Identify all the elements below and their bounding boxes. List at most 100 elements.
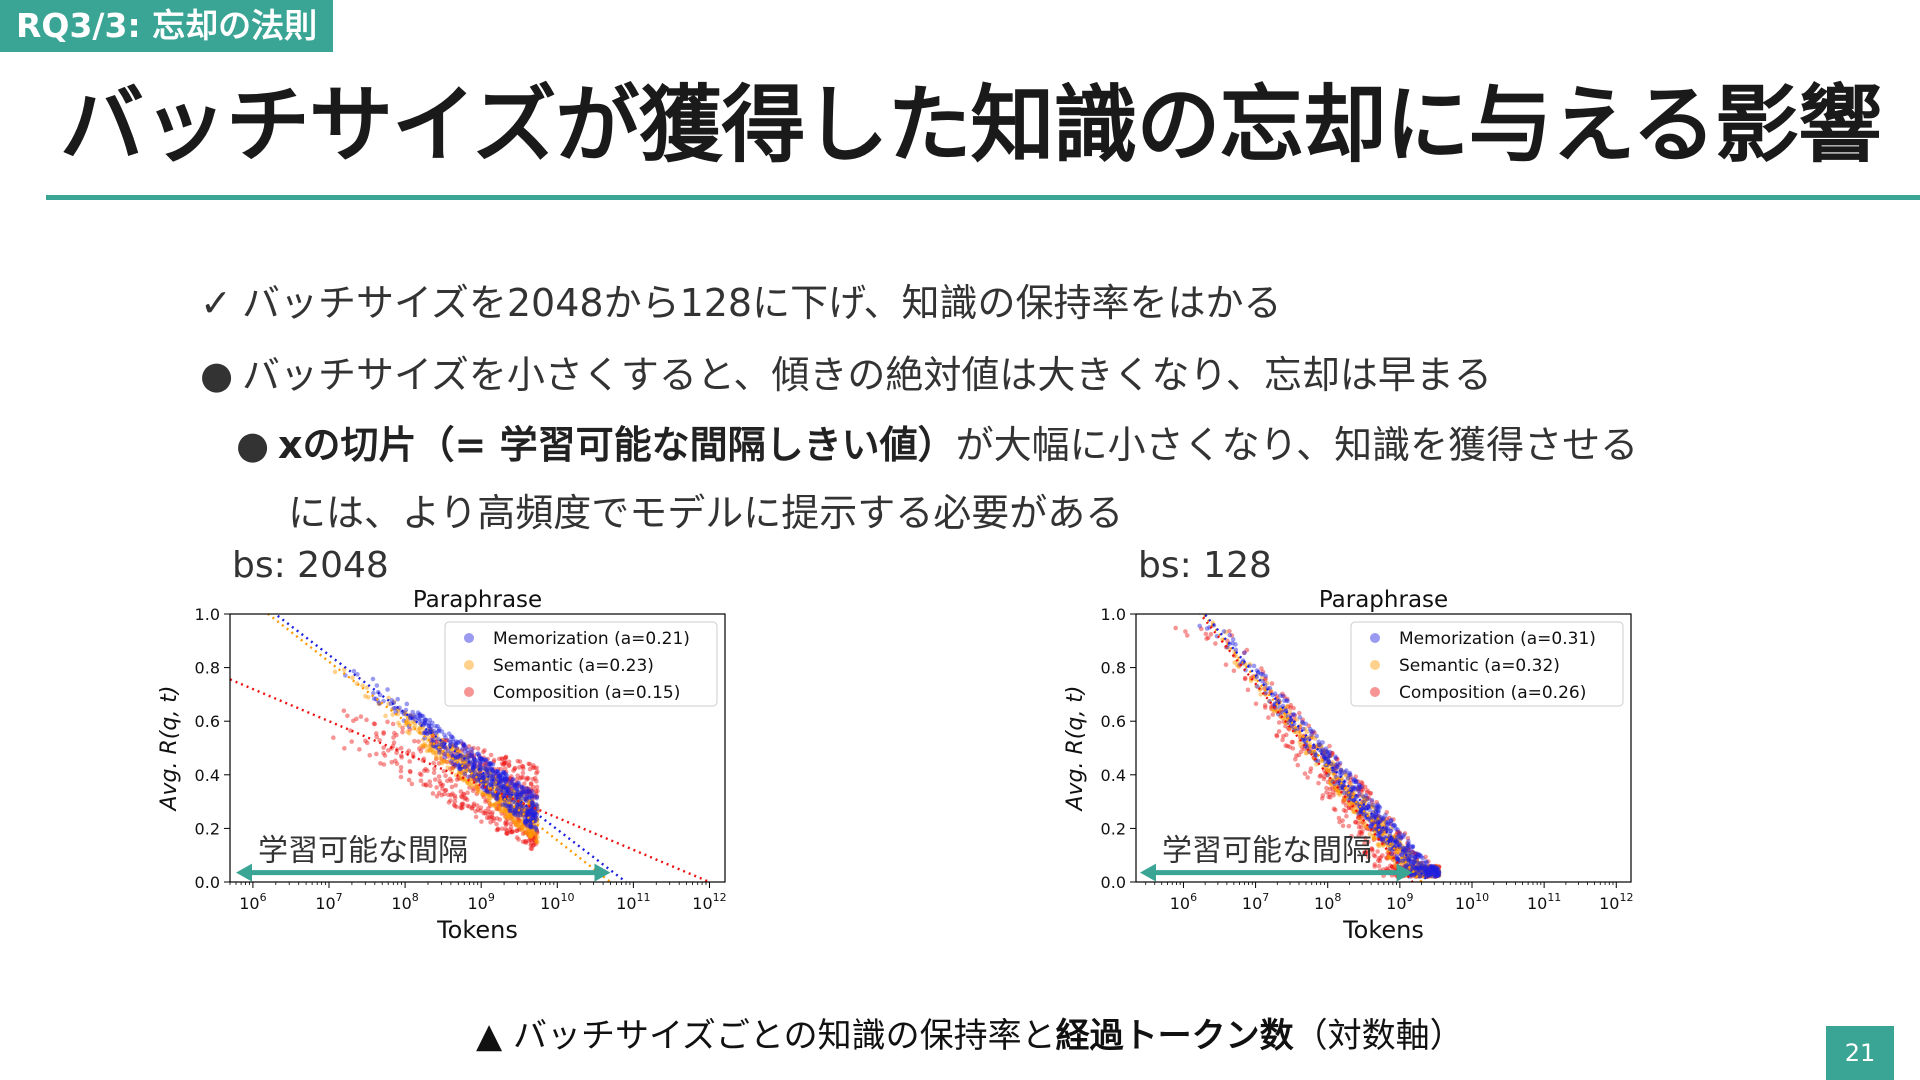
semantic-point [439,758,445,763]
composition-point [514,828,520,834]
memorization-point [1352,797,1357,803]
memorization-point [504,773,510,779]
semantic-point [488,792,493,798]
composition-point [1418,865,1424,870]
composition-point [1426,865,1432,871]
semantic-point [390,712,396,717]
memorization-point [462,749,468,755]
composition-point [496,772,501,777]
semantic-point [1376,842,1382,847]
x-tick-label: 1010 [540,891,574,913]
memorization-point [1374,809,1379,815]
composition-point [494,779,500,784]
composition-point [1364,795,1369,801]
memorization-point [504,777,509,782]
composition-point [1341,798,1346,803]
composition-point [484,797,490,803]
memorization-point [1397,831,1402,836]
semantic-point [490,774,495,780]
semantic-point [1377,830,1383,835]
composition-point [1308,766,1314,771]
composition-point [1420,866,1425,872]
composition-point [491,818,496,824]
memorization-point [1420,855,1426,861]
composition-point [1389,864,1395,869]
semantic-point [522,807,528,813]
semantic-point [522,826,528,832]
semantic-point [462,771,467,776]
memorization-point [1297,715,1303,720]
semantic-point [532,828,538,834]
semantic-point [469,768,474,774]
semantic-point [520,824,525,830]
composition-point [529,831,534,836]
composition-point [475,807,481,812]
composition-point [445,759,450,765]
semantic-point [1369,803,1375,809]
semantic-point [1340,785,1346,791]
bullet-continuation-3: には、より高頻度でモデルに提示する必要がある [288,491,1124,535]
memorization-point [1369,797,1375,803]
memorization-point [1375,807,1380,812]
semantic-point [438,752,444,758]
semantic-point [1362,824,1367,829]
memorization-point [530,793,535,799]
memorization-point [521,789,527,795]
semantic-point [1423,872,1429,877]
composition-point [1371,827,1377,832]
semantic-point [474,778,480,783]
composition-point [454,777,460,782]
memorization-point [508,789,514,795]
composition-point [1409,874,1414,879]
semantic-point [1436,873,1442,878]
memorization-point [447,743,453,748]
composition-point [470,788,476,793]
composition-point [1356,833,1362,839]
memorization-point [516,781,522,786]
memorization-point [1412,851,1418,856]
semantic-point [440,743,445,748]
composition-point [418,748,424,754]
memorization-point [1377,832,1383,838]
composition-point [444,737,450,743]
composition-point [1433,866,1439,872]
semantic-point [1434,863,1440,869]
semantic-point [1421,868,1427,874]
memorization-point [1204,626,1210,631]
composition-point [503,755,508,760]
memorization-point [407,713,413,718]
composition-point [515,817,521,823]
composition-point [1381,829,1387,834]
memorization-point [523,798,529,804]
semantic-point [527,832,532,838]
semantic-point [1407,850,1413,856]
semantic-point [458,775,463,781]
semantic-point [1402,856,1408,862]
memorization-point [422,720,428,726]
memorization-point [515,787,520,792]
memorization-point [443,735,448,740]
semantic-point [1429,866,1435,872]
semantic-point [1397,840,1403,846]
semantic-point [1408,850,1413,856]
semantic-point [1419,863,1424,868]
composition-point [1266,715,1271,720]
semantic-point [1429,870,1435,876]
semantic-point [530,799,535,805]
semantic-point [386,695,391,701]
memorization-point [498,779,503,785]
composition-point [424,783,429,788]
composition-point [1297,735,1303,740]
memorization-point [1428,865,1434,870]
composition-point [526,812,532,818]
memorization-point [1405,843,1411,848]
composition-point [524,775,530,781]
composition-point [528,787,534,792]
memorization-point [493,771,499,776]
memorization-point [1358,808,1364,813]
memorization-point [1422,869,1428,874]
composition-point [1414,869,1420,874]
semantic-point [483,767,488,773]
memorization-point [1347,772,1353,778]
composition-point [1356,809,1362,814]
